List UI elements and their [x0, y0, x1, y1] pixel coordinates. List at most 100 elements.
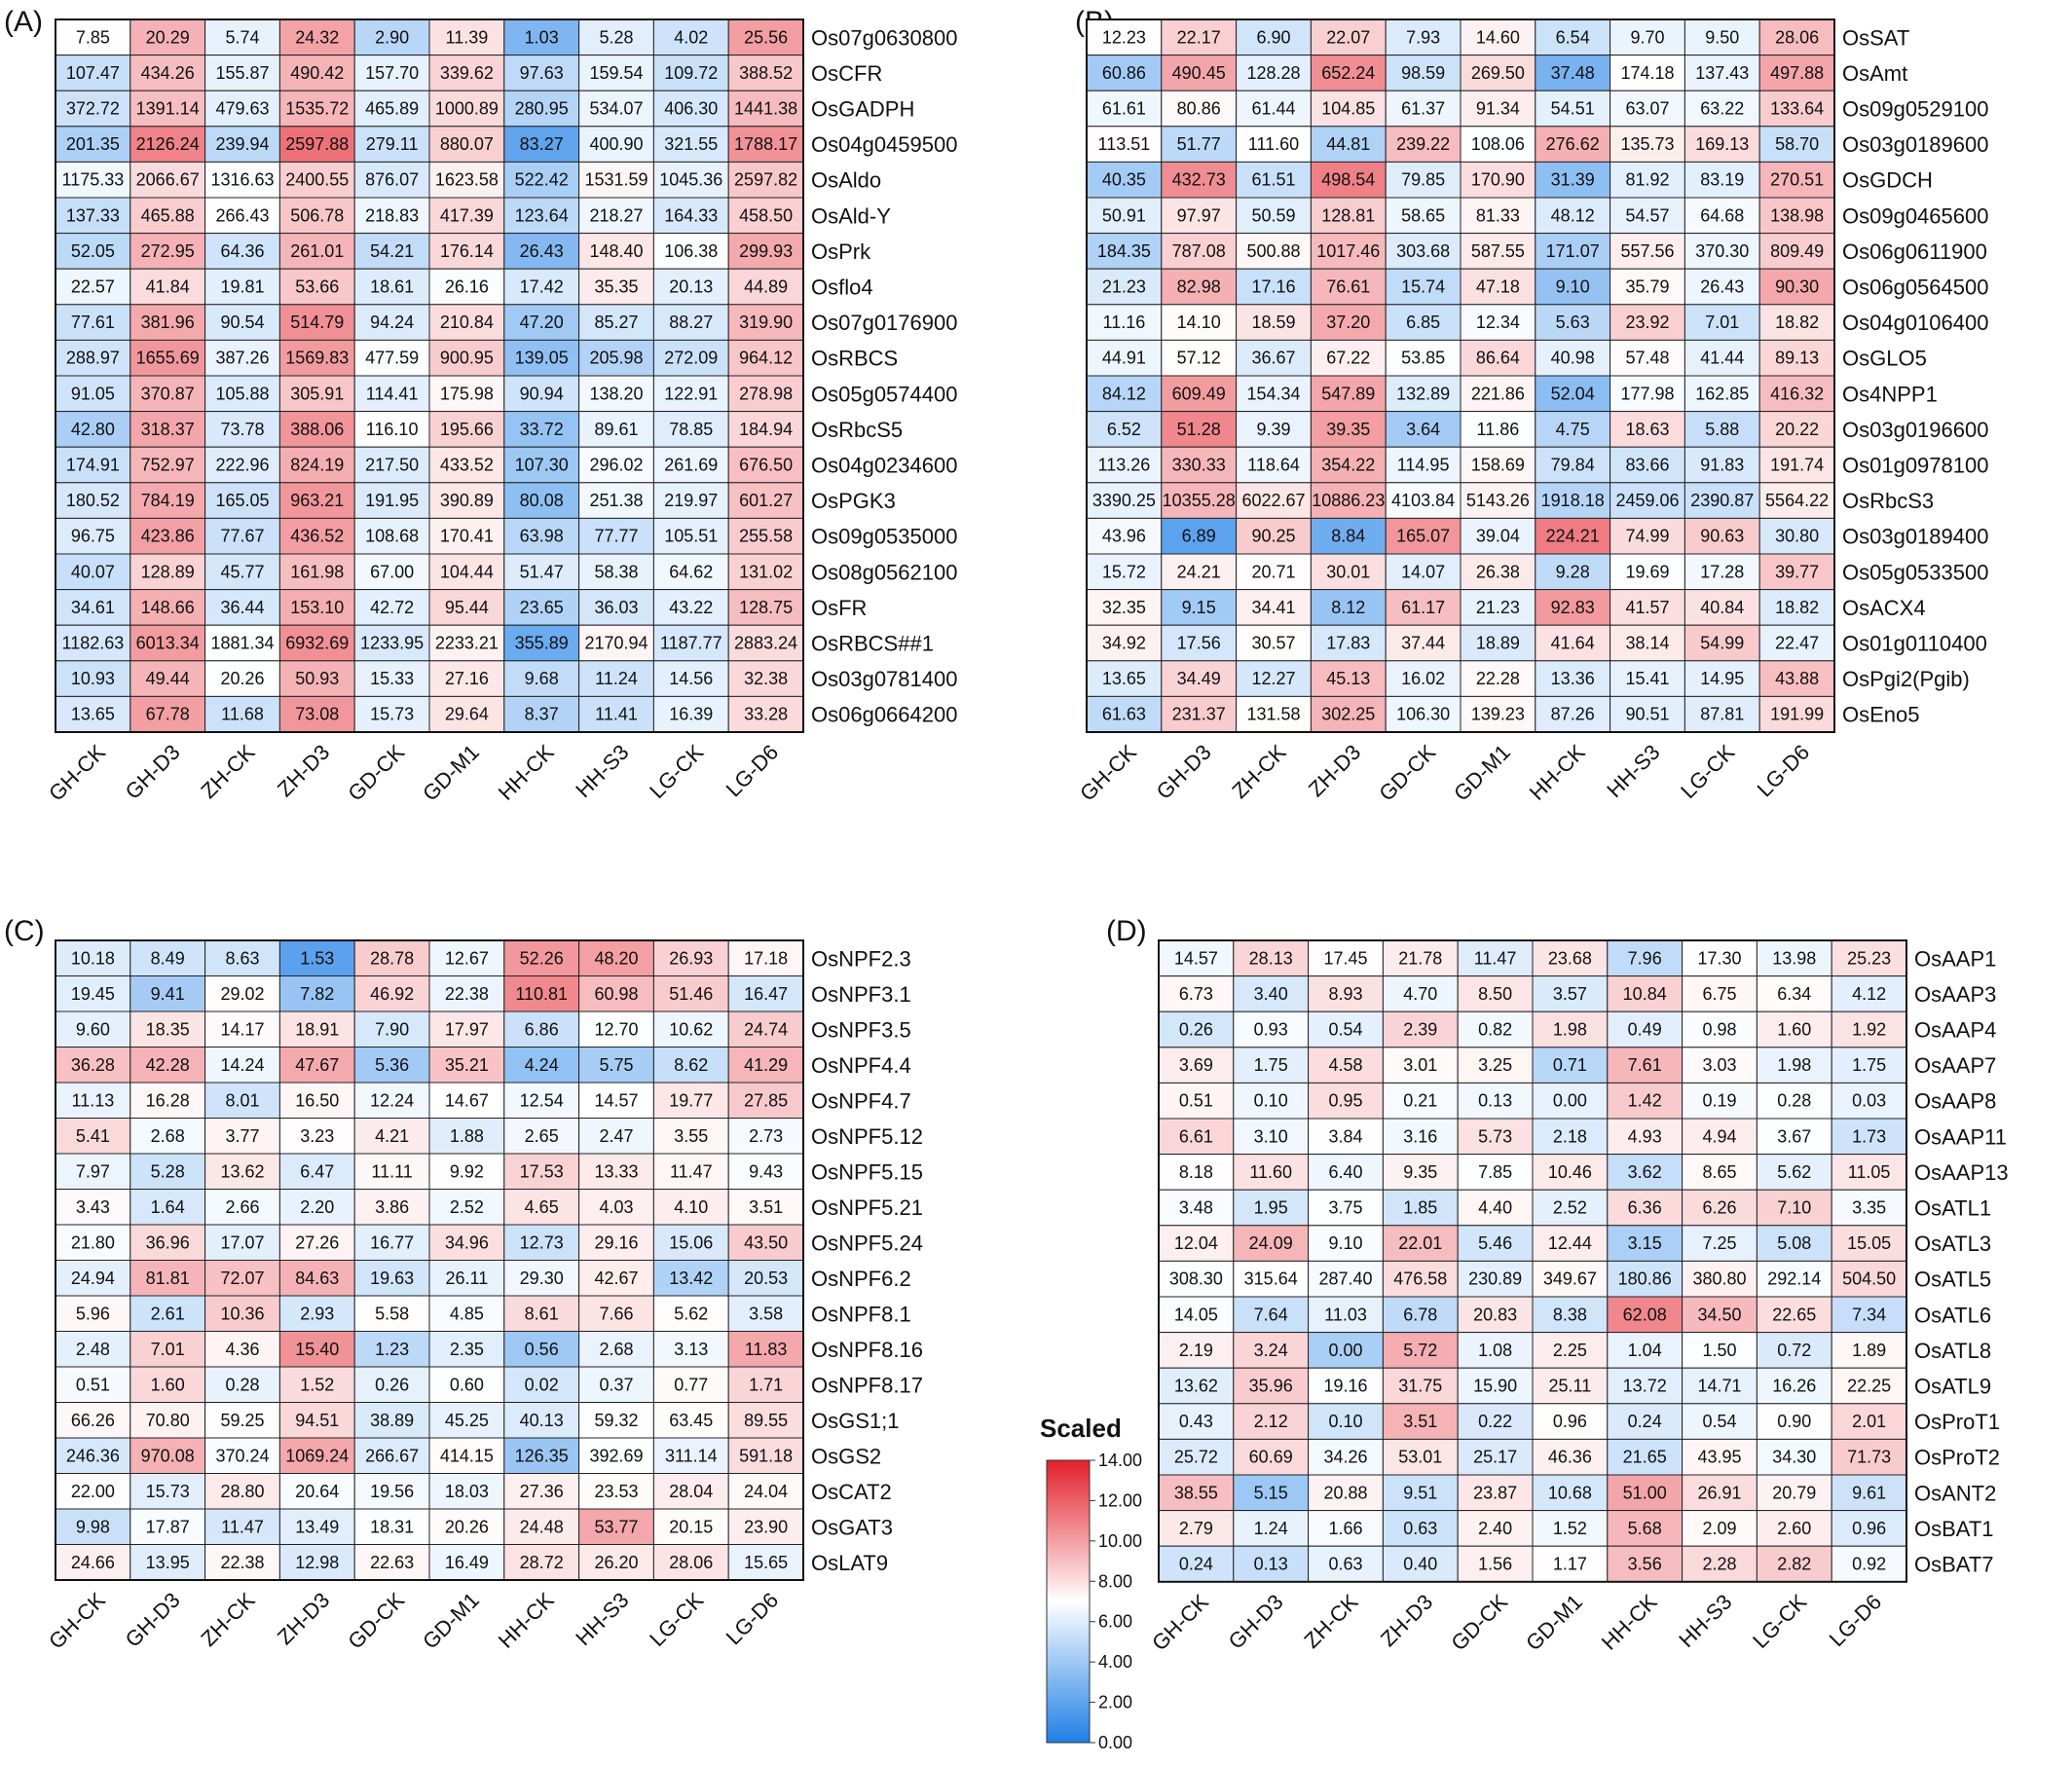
heatmap-cell [1457, 1082, 1534, 1120]
column-label: HH-CK [494, 740, 559, 805]
cell-value-label: 269.50 [1471, 63, 1525, 83]
cell-value-label: 25.17 [1473, 1448, 1517, 1467]
heatmap-cell [1758, 304, 1835, 341]
cell-value-label: 52.04 [1551, 384, 1595, 403]
cell-value-label: 1.52 [1553, 1519, 1587, 1538]
cell-value-label: 1.85 [1403, 1198, 1437, 1218]
cell-value-label: 20.71 [1251, 562, 1295, 581]
cell-value-label: 13.65 [71, 705, 115, 724]
cell-value-label: 17.07 [220, 1232, 264, 1252]
heatmap-cell [1758, 268, 1835, 306]
cell-value-label: 128.75 [739, 598, 793, 617]
cell-value-label: 177.98 [1620, 384, 1674, 403]
heatmap-cell [130, 517, 206, 555]
cell-value-label: 128.81 [1321, 205, 1375, 225]
cell-value-label: 1881.34 [210, 634, 274, 653]
cell-value-label: 2883.24 [734, 634, 797, 653]
cell-value-label: 20.13 [669, 277, 713, 297]
heatmap-cell [1460, 517, 1536, 555]
cell-value-label: 299.93 [739, 241, 793, 261]
cell-value-label: 137.43 [1695, 63, 1749, 83]
row-label: Os05g0533500 [1842, 560, 1988, 584]
cell-value-label: 79.84 [1551, 456, 1595, 475]
cell-value-label: 12.24 [370, 1090, 414, 1110]
row-label: Os09g0465600 [1842, 203, 1988, 228]
cell-value-label: 349.67 [1543, 1269, 1597, 1289]
heatmap-cell [503, 1402, 580, 1439]
heatmap-cell [55, 1331, 131, 1368]
cell-value-label: 6.47 [300, 1161, 334, 1181]
cell-value-label: 52.26 [520, 948, 564, 968]
cell-value-label: 26.16 [445, 277, 489, 297]
cell-value-label: 1.88 [450, 1126, 484, 1146]
heatmap-cell [503, 517, 580, 555]
cell-value-label: 4.36 [225, 1340, 259, 1359]
cell-value-label: 28.13 [1249, 948, 1293, 968]
cell-value-label: 34.30 [1772, 1448, 1816, 1467]
cell-value-label: 3.43 [76, 1197, 110, 1217]
heatmap-cell [428, 126, 505, 163]
cell-value-label: 1.60 [151, 1375, 185, 1394]
heatmap-cell [503, 1153, 580, 1190]
cell-value-label: 1531.59 [584, 170, 648, 190]
cell-value-label: 7.97 [76, 1161, 110, 1181]
cell-value-label: 10886.23 [1312, 491, 1385, 510]
cell-value-label: 3.62 [1628, 1162, 1662, 1182]
cell-value-label: 43.88 [1775, 669, 1819, 688]
heatmap-cell [1382, 939, 1459, 977]
heatmap-cell [1684, 18, 1760, 56]
heatmap-cell [1758, 695, 1835, 733]
cell-value-label: 0.82 [1478, 1020, 1512, 1040]
cell-value-label: 2.20 [300, 1197, 334, 1217]
cell-value-label: 19.45 [71, 984, 115, 1004]
heatmap-cell [130, 1011, 206, 1048]
cell-value-label: 16.77 [370, 1232, 414, 1252]
heatmap-cell [1236, 482, 1312, 519]
cell-value-label: 5.15 [1254, 1483, 1288, 1502]
cell-value-label: 19.81 [220, 277, 264, 297]
cell-value-label: 38.89 [370, 1411, 414, 1430]
heatmap-cell [578, 18, 654, 56]
heatmap-cell [1161, 553, 1238, 591]
cell-value-label: 36.03 [594, 598, 638, 617]
row-label: OsAAP11 [1914, 1124, 2007, 1149]
cell-value-label: 9.61 [1852, 1483, 1886, 1502]
panel-label: (D) [1106, 915, 1147, 947]
heatmap-cell [1233, 939, 1310, 977]
row-label: OsGADPH [811, 97, 914, 122]
cell-value-label: 2066.67 [136, 170, 200, 190]
heatmap-cell [130, 1544, 206, 1581]
heatmap-cell [578, 1118, 654, 1155]
heatmap-cell [1161, 375, 1238, 413]
column-label: GD-CK [1446, 1589, 1512, 1655]
row-label: OsSAT [1842, 25, 1909, 50]
cell-value-label: 280.95 [515, 99, 569, 119]
cell-value-label: 84.12 [1102, 384, 1146, 403]
cell-value-label: 31.39 [1551, 170, 1595, 190]
cell-value-label: 19.63 [370, 1269, 414, 1288]
cell-value-label: 1.71 [749, 1375, 783, 1394]
heatmap-cell [1684, 411, 1760, 448]
heatmap-cell [353, 1224, 430, 1261]
heatmap-cell [578, 55, 654, 92]
cell-value-label: 15.73 [370, 705, 414, 724]
heatmap-cell [353, 1047, 430, 1084]
cell-value-label: 61.17 [1401, 598, 1445, 617]
cell-value-label: 5.36 [375, 1055, 409, 1075]
heatmap-cell [1308, 1260, 1384, 1298]
cell-value-label: 33.72 [520, 420, 564, 439]
cell-value-label: 9.35 [1403, 1162, 1437, 1182]
heatmap-cell [652, 55, 729, 92]
cell-value-label: 49.44 [146, 669, 190, 688]
cell-value-label: 81.33 [1476, 205, 1520, 225]
heatmap-cell [1385, 339, 1462, 377]
cell-value-label: 522.42 [515, 170, 569, 190]
cell-value-label: 1655.69 [136, 349, 200, 368]
heatmap-cell [428, 1118, 505, 1155]
cell-value-label: 3.51 [749, 1197, 783, 1217]
cell-value-label: 20.26 [220, 669, 264, 688]
cell-value-label: 19.77 [669, 1090, 713, 1110]
heatmap-cell [204, 161, 280, 199]
heatmap-cell [1382, 1296, 1459, 1334]
legend-tick-label: 8.00 [1098, 1571, 1132, 1591]
